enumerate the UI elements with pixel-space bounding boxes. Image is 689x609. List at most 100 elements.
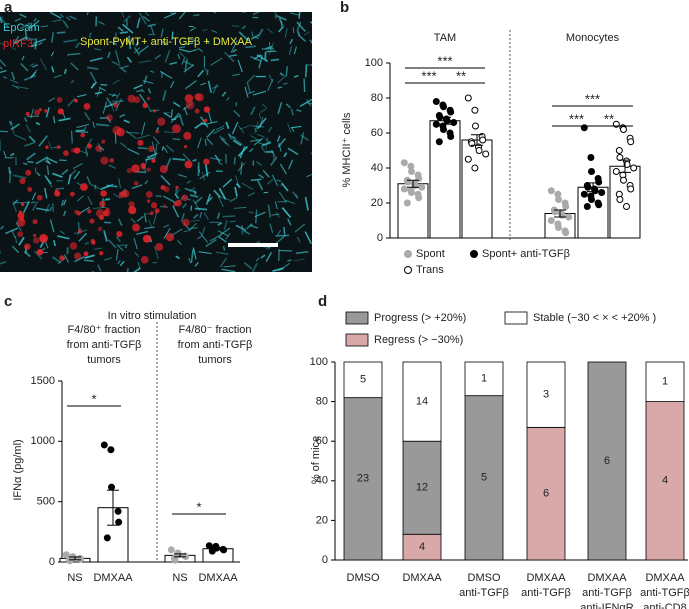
cell-membrane [53,240,56,247]
cell-membrane [139,12,147,25]
cell-membrane [309,39,312,44]
cell-membrane [165,144,175,153]
pirf3-signal [17,212,25,220]
bar-segment [645,401,685,561]
pirf3-signal [131,164,140,173]
legend-swatch [345,333,369,347]
count-label: 6 [543,488,549,500]
cell-membrane [117,26,124,32]
cell-membrane [74,42,81,49]
cell-membrane [98,21,105,25]
cell-membrane [214,154,221,163]
cell-membrane [89,71,98,84]
bar-segment [402,361,442,442]
cell-membrane [119,260,125,267]
cell-membrane [103,230,108,242]
data-point [400,185,408,193]
significance-label: ** [456,68,466,83]
cell-membrane [215,125,225,131]
cell-membrane [296,21,306,32]
y-tick-label: 60 [316,435,328,447]
cell-membrane [182,153,191,162]
cell-membrane [24,141,36,147]
cell-membrane [121,12,125,18]
cell-membrane [198,165,201,173]
cell-membrane [231,25,240,27]
cell-membrane [188,25,195,28]
group-label: Monocytes [566,32,620,44]
pirf3-signal [165,233,175,242]
cell-membrane [18,236,25,246]
cell-membrane [194,207,208,211]
cell-membrane [229,220,236,223]
cell-membrane [212,84,218,94]
pirf3-signal [83,251,89,257]
cell-membrane [247,192,256,197]
y-tick-label: 0 [49,556,55,568]
cell-membrane [272,150,275,161]
cell-membrane [201,171,206,181]
cell-membrane [0,15,3,24]
cell-membrane [241,225,244,235]
cell-membrane [117,259,121,265]
cell-membrane [170,112,180,123]
cell-membrane [25,123,31,133]
cell-membrane [243,262,253,270]
cell-membrane [208,111,213,124]
cell-membrane [250,106,256,116]
cell-membrane [67,174,72,185]
cell-membrane [174,115,181,120]
cell-membrane [307,102,312,105]
cell-membrane [211,85,219,90]
cell-membrane [234,186,238,197]
x-tick-label: DMXAA [198,572,238,584]
cell-membrane [222,178,233,188]
pirf3-signal [18,210,23,214]
cell-membrane [258,142,265,145]
cell-membrane [223,220,228,231]
data-point [208,547,216,555]
cell-membrane [102,101,108,114]
data-point [447,133,455,140]
data-point [623,203,630,210]
pirf3-signal [19,177,26,185]
pirf3-signal [74,252,82,260]
data-point [616,154,624,161]
cell-membrane [294,193,299,199]
pirf3-signal [195,93,204,102]
pirf3-signal [109,158,115,163]
cell-membrane [138,60,152,64]
cell-membrane [250,139,262,142]
cell-membrane [36,207,50,212]
cell-membrane [12,35,20,46]
pirf3-signal [99,251,104,256]
cell-membrane [290,12,300,16]
significance-label: *** [437,53,452,68]
cell-membrane [262,169,270,178]
pirf3-signal [87,209,92,214]
y-axis-label: % MHCII⁺ cells [341,112,353,187]
cell-membrane [19,22,31,30]
cell-membrane [305,64,308,78]
cell-membrane [141,122,146,136]
cell-membrane [248,211,254,214]
cell-membrane [33,17,37,22]
cell-membrane [63,38,78,43]
cell-membrane [215,251,229,255]
cell-membrane [285,66,288,77]
cell-membrane [15,221,22,232]
pirf3-signal [163,204,167,208]
cell-membrane [160,28,164,38]
x-tick-label: anti-TGFβ [459,587,509,599]
group-label: from anti-TGFβ [67,339,142,351]
cell-membrane [277,229,282,236]
cell-membrane [58,117,71,122]
cell-membrane [283,82,288,85]
data-point [630,164,638,172]
cell-membrane [163,131,175,133]
cell-membrane [267,78,274,92]
pirf3-signal [184,160,193,169]
x-tick-label: DMSO [347,572,380,584]
cell-membrane [251,31,254,39]
